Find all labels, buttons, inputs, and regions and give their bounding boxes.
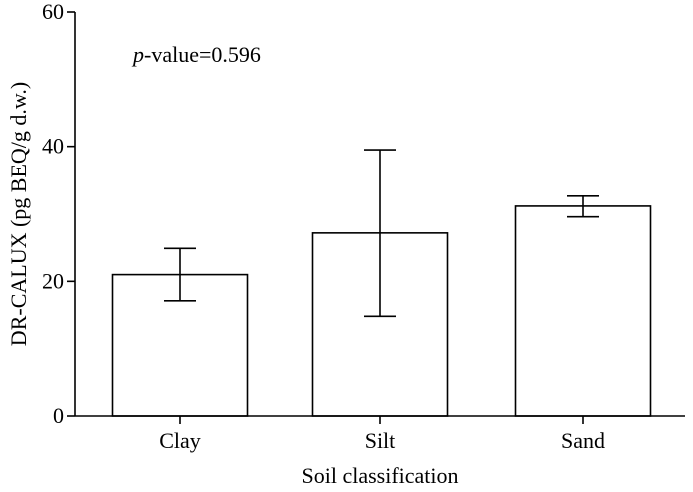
x-tick-label-silt: Silt bbox=[365, 428, 396, 453]
y-tick-label-60: 60 bbox=[42, 0, 64, 24]
x-tick-label-sand: Sand bbox=[561, 428, 605, 453]
y-tick-label-40: 40 bbox=[42, 134, 64, 159]
y-ticks-group: 0 20 40 60 bbox=[42, 0, 75, 428]
annotation-p-text: -value=0.596 bbox=[144, 42, 261, 67]
y-tick-label-0: 0 bbox=[53, 403, 64, 428]
error-bars-group bbox=[164, 149, 599, 318]
bar-sand bbox=[514, 205, 652, 417]
bars-group bbox=[111, 205, 652, 417]
x-tick-label-clay: Clay bbox=[159, 428, 201, 453]
y-tick-label-20: 20 bbox=[42, 268, 64, 293]
y-axis-label: DR-CALUX (pg BEQ/g d.w.) bbox=[6, 82, 31, 346]
annotation-p-italic: p bbox=[131, 42, 144, 67]
annotation-p-value: p-value=0.596 bbox=[131, 42, 261, 67]
x-ticks-group: Clay Silt Sand bbox=[159, 416, 605, 453]
x-axis-label: Soil classification bbox=[301, 463, 458, 488]
